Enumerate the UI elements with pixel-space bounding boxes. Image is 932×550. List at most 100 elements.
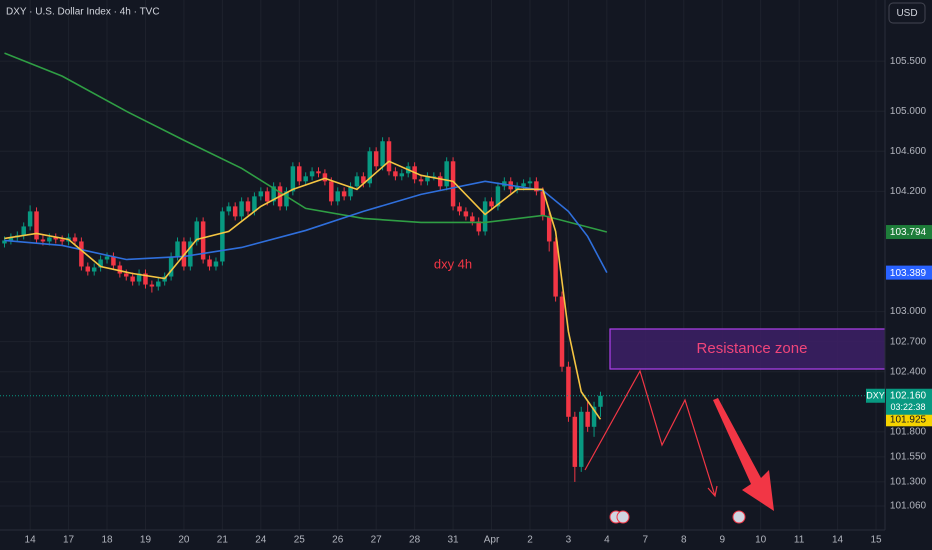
x-tick-label: 28 <box>409 535 421 546</box>
candle-body <box>514 186 520 190</box>
candle-body <box>553 241 558 297</box>
price-tag-label: 102.160 <box>890 390 927 401</box>
annotation: dxy 4h <box>434 256 472 271</box>
candle-body <box>40 239 46 242</box>
y-tick-label: 101.300 <box>890 477 927 488</box>
candle-body <box>316 171 321 174</box>
candle-body <box>239 201 244 217</box>
x-tick-label: 31 <box>448 535 460 546</box>
candle-body <box>489 201 494 207</box>
candle-body <box>380 141 385 167</box>
price-axis <box>885 0 932 530</box>
candle-body <box>284 191 289 207</box>
candle-body <box>438 176 443 187</box>
candle-body <box>47 237 52 242</box>
x-tick-label: 25 <box>294 535 306 546</box>
candle-body <box>124 273 129 277</box>
event-icons <box>609 510 746 524</box>
candle-body <box>527 181 533 184</box>
event-icon[interactable] <box>732 510 746 524</box>
candle-body <box>335 191 340 202</box>
candle-body <box>85 266 91 272</box>
candle-body <box>578 411 584 467</box>
candle-body <box>136 273 142 282</box>
event-icon[interactable] <box>616 510 630 524</box>
candle-body <box>559 296 565 367</box>
candle-body <box>79 241 84 267</box>
price-tag <box>886 388 932 415</box>
candle-body <box>117 265 123 274</box>
candle-body <box>53 237 58 240</box>
candle-body <box>149 284 155 287</box>
y-tick-label: 103.000 <box>890 306 927 317</box>
candle-body <box>546 216 552 242</box>
candle-body <box>463 211 469 217</box>
y-tick-label: 102.400 <box>890 366 927 377</box>
candle-body <box>264 191 270 202</box>
marks <box>0 52 885 482</box>
candle-body <box>194 221 199 242</box>
candle-body <box>213 261 219 267</box>
candle-body <box>348 186 353 197</box>
price-tag <box>886 265 932 280</box>
candle-body <box>309 171 315 177</box>
x-tick-label: 21 <box>217 535 229 546</box>
candle-body <box>232 206 238 217</box>
candle-body <box>104 256 110 260</box>
candle-body <box>175 241 180 257</box>
candle-body <box>322 173 328 182</box>
candle-body <box>252 196 257 212</box>
currency-button[interactable] <box>888 2 926 24</box>
candle-body <box>143 273 148 285</box>
candle-body <box>297 166 302 182</box>
countdown: 03:22:38 <box>890 402 925 412</box>
candle-body <box>8 237 14 241</box>
candle-body <box>386 141 392 172</box>
x-tick-label: Apr <box>484 535 500 546</box>
projection-path <box>584 369 716 497</box>
resistance-zone <box>609 328 888 370</box>
x-tick-label: 26 <box>332 535 344 546</box>
candle-body <box>271 186 276 202</box>
x-tick-label: 24 <box>255 535 267 546</box>
candle-body <box>188 241 193 267</box>
candle-body <box>521 183 526 187</box>
grid <box>0 0 885 530</box>
candle-body <box>72 237 78 242</box>
candle-body <box>482 201 488 232</box>
x-tick-label: 10 <box>755 535 767 546</box>
candle-body <box>59 239 65 242</box>
candle-body <box>476 221 481 232</box>
moving-average <box>4 160 602 420</box>
candle-body <box>27 211 33 227</box>
candle-body <box>361 176 366 184</box>
symbol-tag-label: DXY <box>866 391 885 401</box>
candle-body <box>290 166 296 192</box>
candle-body <box>245 201 251 212</box>
candle-body <box>98 259 103 268</box>
x-tick-label: 20 <box>178 535 190 546</box>
x-tick-label: 8 <box>681 535 687 546</box>
currency-label[interactable]: USD <box>896 8 917 19</box>
y-tick-label: 104.600 <box>890 146 927 157</box>
x-tick-label: 27 <box>371 535 383 546</box>
candle-body <box>393 171 398 177</box>
price-tag <box>886 225 932 240</box>
candle-body <box>34 211 39 240</box>
x-tick-label: 18 <box>101 535 113 546</box>
y-tick-label: 105.500 <box>890 56 927 67</box>
candle-body <box>566 366 571 417</box>
time-axis <box>0 530 932 550</box>
candle-body <box>450 161 456 207</box>
candle-body <box>540 191 546 217</box>
candle-body <box>425 176 430 182</box>
candle-body <box>354 176 360 187</box>
candle-body <box>2 240 7 244</box>
candle-body <box>21 226 26 236</box>
candle-body <box>258 191 264 197</box>
candle-body <box>341 191 347 197</box>
candle-body <box>130 276 135 282</box>
moving-average <box>4 180 608 273</box>
x-tick-label: 19 <box>140 535 152 546</box>
